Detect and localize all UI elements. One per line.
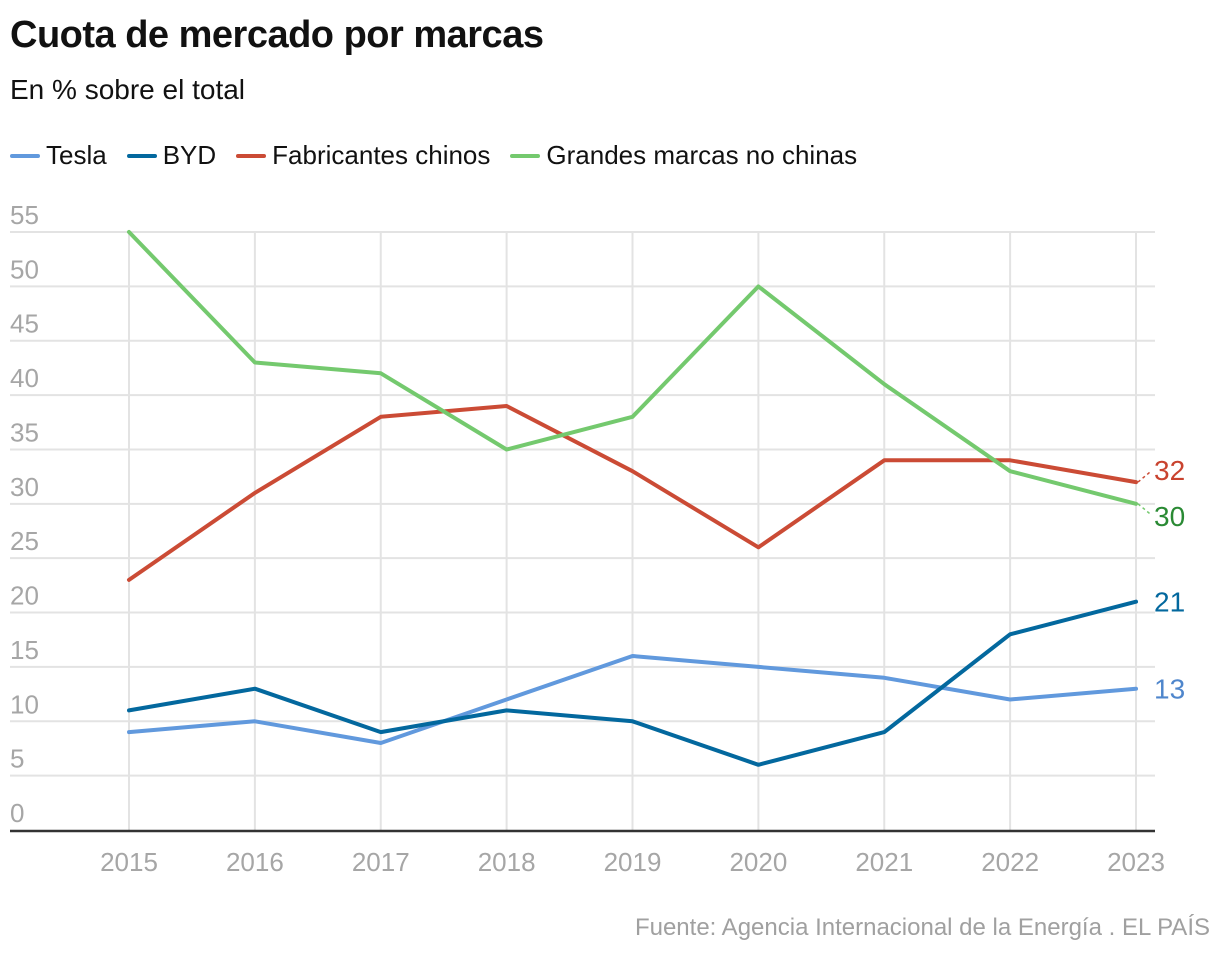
y-tick-label: 10	[10, 689, 39, 719]
y-tick-label: 50	[10, 254, 39, 284]
legend-swatch-byd	[126, 153, 157, 158]
end-label-tesla: 13	[1154, 674, 1185, 705]
y-tick-label: 0	[10, 798, 24, 828]
x-tick-label: 2023	[1107, 847, 1165, 877]
legend-item-fabricantes-chinos: Fabricantes chinos	[236, 140, 490, 171]
legend-label-tesla: Tesla	[46, 140, 107, 170]
series-line-tesla	[127, 654, 1138, 745]
x-tick-label: 2020	[729, 847, 787, 877]
chart-title: Cuota de mercado por marcas	[10, 14, 544, 56]
legend-swatch-fabricantes-chinos	[236, 153, 267, 158]
legend-swatch-tesla	[10, 153, 40, 158]
legend: Tesla BYD Fabricantes chinos Grandes mar…	[10, 140, 877, 171]
legend-label-fabricantes-chinos: Fabricantes chinos	[272, 140, 491, 170]
y-tick-label: 45	[10, 309, 39, 339]
y-tick-label: 25	[10, 526, 39, 556]
legend-label-byd: BYD	[162, 140, 217, 170]
end-label-byd: 21	[1154, 587, 1185, 618]
x-tick-label: 2022	[981, 847, 1039, 877]
y-tick-label: 20	[10, 581, 39, 611]
end-label-fabricantes-chinos: 32	[1154, 455, 1185, 486]
x-tick-label: 2015	[100, 847, 158, 877]
y-tick-label: 30	[10, 472, 39, 502]
legend-item-tesla: Tesla	[10, 140, 107, 171]
y-tick-label: 15	[10, 635, 39, 665]
x-tick-label: 2016	[226, 847, 284, 877]
end-label-leader-fabricantes-chinos	[1137, 471, 1151, 483]
x-tick-label: 2021	[855, 847, 913, 877]
legend-item-byd: BYD	[126, 140, 217, 171]
x-tick-label: 2018	[478, 847, 536, 877]
legend-item-grandes-marcas: Grandes marcas no chinas	[510, 140, 857, 171]
source-note: Fuente: Agencia Internacional de la Ener…	[634, 914, 1210, 941]
end-label-grandes-marcas-no-chinas: 30	[1154, 501, 1185, 532]
y-tick-label: 35	[10, 417, 39, 447]
y-tick-label: 40	[10, 363, 39, 393]
legend-label-grandes-marcas: Grandes marcas no chinas	[546, 140, 858, 170]
y-tick-label: 55	[10, 200, 39, 230]
end-label-leader-grandes-marcas-no-chinas	[1137, 503, 1151, 515]
series-line-grandes-marcas-no-chinas	[127, 230, 1138, 506]
chart-subtitle: En % sobre el total	[10, 74, 246, 105]
series-line-fabricantes-chinos	[127, 404, 1138, 582]
series-line-byd	[127, 599, 1138, 767]
y-tick-label: 5	[10, 744, 24, 774]
legend-swatch-grandes-marcas	[510, 153, 541, 158]
x-tick-label: 2019	[604, 847, 662, 877]
x-tick-label: 2017	[352, 847, 410, 877]
